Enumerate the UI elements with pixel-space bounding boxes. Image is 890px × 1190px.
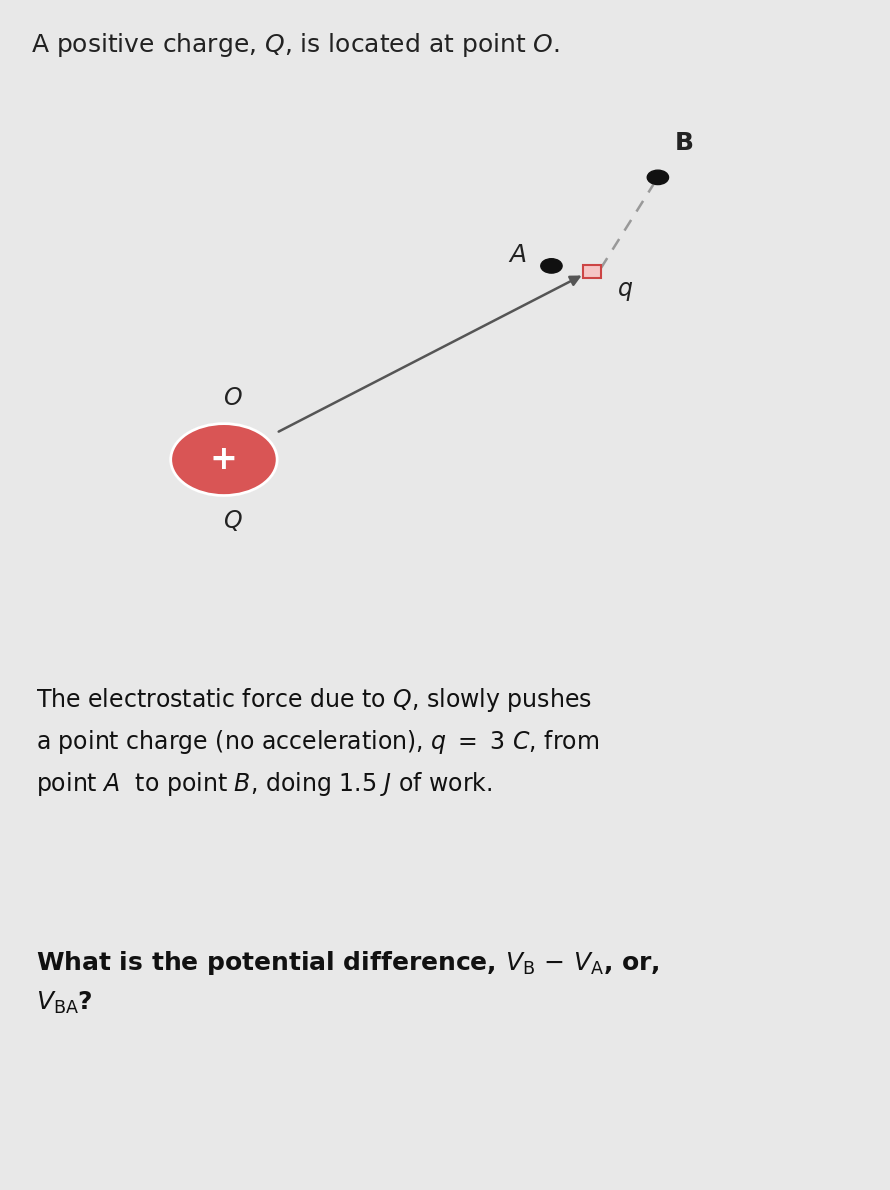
Text: The electrostatic force due to $\mathit{Q}$, slowly pushes
a point charge (no ac: The electrostatic force due to $\mathit{… — [36, 687, 599, 797]
Text: O: O — [222, 386, 241, 409]
Text: q: q — [618, 277, 633, 301]
Text: A positive charge, $\mathit{Q}$, is located at point $\mathit{O}$.: A positive charge, $\mathit{Q}$, is loca… — [31, 31, 560, 58]
Circle shape — [541, 258, 562, 273]
Text: What is the potential difference, $V_{\mathrm{B}}$ $-$ $V_{\mathrm{A}}$, or,
$V_: What is the potential difference, $V_{\m… — [36, 950, 659, 1016]
Text: +: + — [210, 443, 238, 476]
Text: A: A — [510, 243, 527, 267]
Text: B: B — [675, 131, 693, 155]
Circle shape — [171, 424, 277, 495]
FancyBboxPatch shape — [583, 265, 602, 277]
Text: Q: Q — [222, 509, 241, 533]
Circle shape — [647, 170, 668, 184]
